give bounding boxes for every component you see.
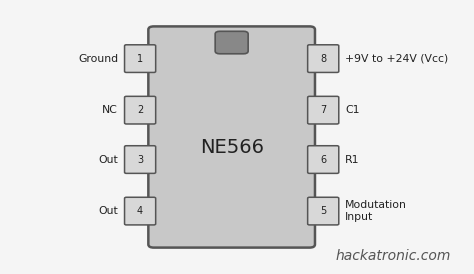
FancyBboxPatch shape: [125, 45, 155, 72]
Text: 8: 8: [320, 54, 326, 64]
Text: C1: C1: [345, 105, 360, 115]
FancyBboxPatch shape: [148, 26, 315, 248]
Text: 6: 6: [320, 155, 326, 165]
FancyBboxPatch shape: [215, 31, 248, 54]
Text: 1: 1: [137, 54, 143, 64]
Text: 4: 4: [137, 206, 143, 216]
FancyBboxPatch shape: [308, 96, 339, 124]
Text: Ground: Ground: [78, 54, 118, 64]
Text: hackatronic.com: hackatronic.com: [336, 249, 451, 263]
Text: R1: R1: [345, 155, 360, 165]
Text: Out: Out: [99, 206, 118, 216]
FancyBboxPatch shape: [308, 146, 339, 173]
FancyBboxPatch shape: [125, 197, 155, 225]
FancyBboxPatch shape: [308, 197, 339, 225]
Text: 2: 2: [137, 105, 143, 115]
Text: NC: NC: [102, 105, 118, 115]
FancyBboxPatch shape: [308, 45, 339, 72]
Text: 5: 5: [320, 206, 326, 216]
Text: 7: 7: [320, 105, 326, 115]
Text: NE566: NE566: [200, 138, 264, 157]
Text: +9V to +24V (Vcc): +9V to +24V (Vcc): [345, 54, 448, 64]
FancyBboxPatch shape: [125, 146, 155, 173]
Text: 3: 3: [137, 155, 143, 165]
Text: Modutation
Input: Modutation Input: [345, 200, 407, 222]
FancyBboxPatch shape: [125, 96, 155, 124]
Text: Out: Out: [99, 155, 118, 165]
